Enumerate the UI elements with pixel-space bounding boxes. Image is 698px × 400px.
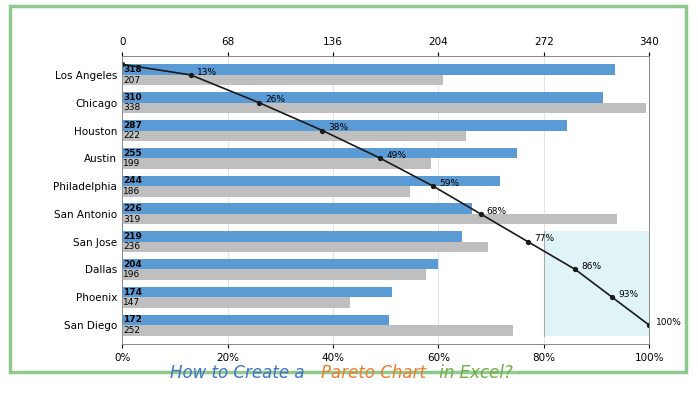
Bar — [122, 242, 488, 252]
Text: in Excel?: in Excel? — [434, 364, 513, 382]
Bar — [122, 92, 602, 103]
Bar — [122, 259, 438, 270]
Bar — [122, 270, 426, 280]
Text: 100%: 100% — [655, 318, 681, 327]
Bar — [122, 297, 350, 308]
Text: 77%: 77% — [534, 234, 554, 244]
Text: 147: 147 — [124, 298, 140, 307]
Text: 255: 255 — [124, 148, 142, 158]
Text: 244: 244 — [124, 176, 142, 185]
Text: 310: 310 — [124, 93, 142, 102]
Text: How to Create a Pareto Chart in Excel?: How to Create a Pareto Chart in Excel? — [187, 364, 511, 382]
Text: 196: 196 — [124, 270, 140, 279]
Text: 222: 222 — [124, 131, 140, 140]
Text: 219: 219 — [124, 232, 142, 241]
Text: 26%: 26% — [265, 96, 285, 104]
Text: 68%: 68% — [487, 207, 507, 216]
Text: 318: 318 — [124, 65, 142, 74]
Text: 13%: 13% — [197, 68, 217, 77]
Bar — [122, 203, 473, 214]
Text: 172: 172 — [124, 315, 142, 324]
Bar — [544, 231, 649, 336]
Text: Pareto Chart: Pareto Chart — [320, 364, 426, 382]
Text: 204: 204 — [124, 260, 142, 269]
Text: 93%: 93% — [618, 290, 639, 299]
Text: 226: 226 — [124, 204, 142, 213]
Bar — [122, 158, 431, 169]
Text: 174: 174 — [124, 288, 142, 296]
Bar — [122, 325, 513, 336]
Bar — [122, 148, 517, 158]
Text: 319: 319 — [124, 215, 140, 224]
Text: 207: 207 — [124, 76, 140, 85]
Bar — [122, 64, 615, 75]
Text: 287: 287 — [124, 121, 142, 130]
Text: 199: 199 — [124, 159, 140, 168]
Text: 338: 338 — [124, 104, 140, 112]
Bar — [122, 176, 500, 186]
Text: 252: 252 — [124, 326, 140, 335]
Text: 59%: 59% — [440, 179, 459, 188]
Text: 86%: 86% — [581, 262, 602, 271]
Text: 49%: 49% — [387, 151, 407, 160]
Bar — [122, 287, 392, 297]
Text: 38%: 38% — [329, 123, 349, 132]
Bar — [122, 214, 616, 224]
Bar — [122, 75, 443, 86]
Bar — [122, 231, 461, 242]
Bar — [122, 120, 567, 130]
Bar — [122, 130, 466, 141]
Bar — [122, 314, 389, 325]
Bar — [122, 103, 646, 113]
Text: How to Create a: How to Create a — [170, 364, 310, 382]
Text: 236: 236 — [124, 242, 140, 252]
Text: 186: 186 — [124, 187, 140, 196]
Bar — [122, 186, 410, 197]
